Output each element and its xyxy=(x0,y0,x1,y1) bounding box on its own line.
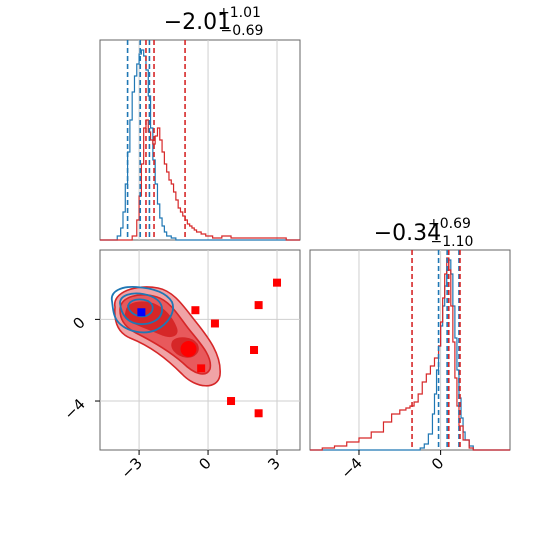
marker-square xyxy=(137,308,146,317)
panel-x-marginal: −2.01 +1.01 −0.69 xyxy=(99,2,301,241)
y-marginal-ticks: −4 0 xyxy=(337,450,447,482)
histogram-series-2 xyxy=(100,119,300,241)
title-param-1-minus: −0.69 xyxy=(221,23,264,39)
title-param-2: −0.34 +0.69 −1.10 xyxy=(374,213,476,250)
x-tick-label: −3 xyxy=(118,454,146,482)
scatter-point xyxy=(227,397,236,406)
panel-y-marginal: −4 0 −0.34 +0.69 −1.10 xyxy=(309,213,511,482)
marker-circle xyxy=(180,340,197,357)
y-tick-label: 0 xyxy=(69,313,88,332)
scatter-point xyxy=(197,364,206,373)
blue-contour-middle xyxy=(119,292,163,325)
title-param-1: −2.01 +1.01 −0.69 xyxy=(164,2,266,39)
scatter-point xyxy=(254,301,263,310)
x-tick-label: 3 xyxy=(264,454,283,473)
grid-lines xyxy=(100,250,300,450)
scatter-point xyxy=(273,278,282,287)
quantile-lines xyxy=(126,40,186,240)
quantile-lines xyxy=(411,250,461,450)
histogram-layer xyxy=(310,257,510,451)
scatter-point xyxy=(210,319,219,328)
x-tick-label: 0 xyxy=(195,454,214,473)
histogram-layer xyxy=(100,49,300,241)
y-tick-label: −4 xyxy=(60,395,88,423)
scatter-point xyxy=(191,306,200,315)
histogram-series-2 xyxy=(310,257,510,451)
grid-lines xyxy=(358,250,442,450)
x-tick-label: −4 xyxy=(337,454,365,482)
blue-contour-outer xyxy=(110,286,174,334)
panel-joint: −3 0 3 −4 0 xyxy=(60,249,301,482)
title-param-2-plus: +0.69 xyxy=(428,216,471,232)
x-tick-label: 0 xyxy=(428,454,447,473)
title-param-2-median: −0.34 xyxy=(374,221,441,246)
histogram-series-1 xyxy=(100,49,300,241)
panel-y-marginal-frame xyxy=(309,249,511,451)
blue-density-contours xyxy=(110,286,174,334)
truth-markers xyxy=(137,308,197,357)
histogram-series-1 xyxy=(310,259,510,451)
panel-joint-frame xyxy=(99,249,301,451)
scatter-point xyxy=(250,346,259,354)
title-param-1-plus: +1.01 xyxy=(218,5,261,21)
title-param-2-minus: −1.10 xyxy=(431,234,474,250)
blue-contour-inner xyxy=(127,298,154,318)
title-param-1-median: −2.01 xyxy=(164,10,231,35)
scatter-point xyxy=(254,409,263,418)
